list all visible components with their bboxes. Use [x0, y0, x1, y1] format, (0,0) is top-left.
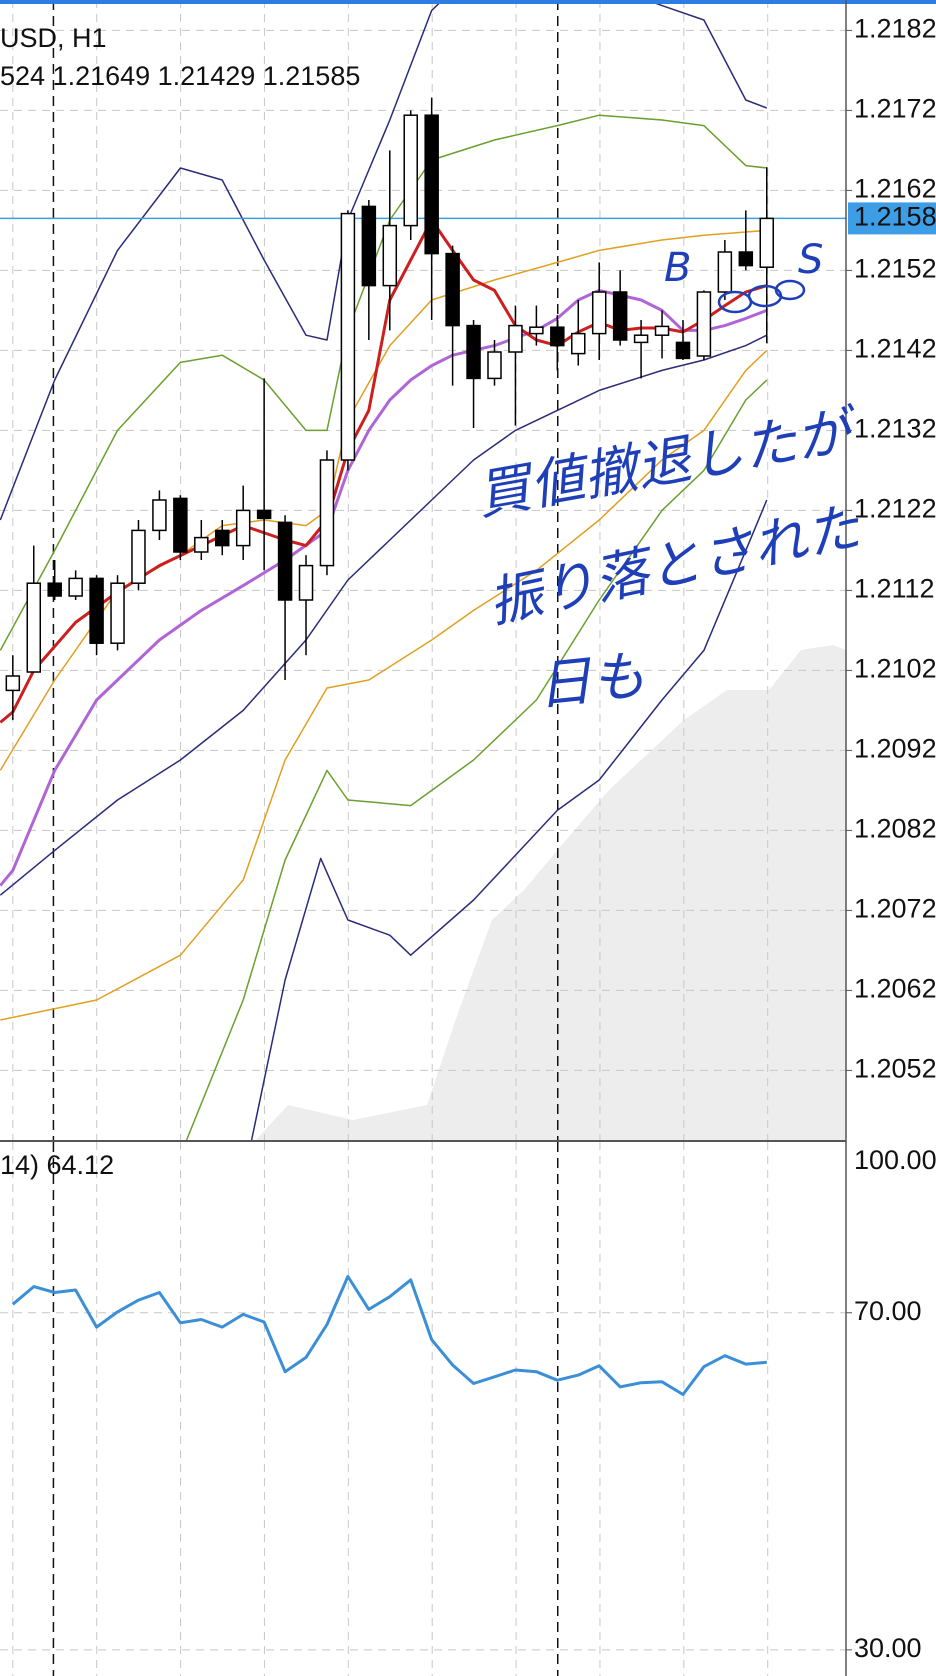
cloud — [256, 645, 846, 1140]
candle-body — [424, 114, 439, 255]
candle-body — [591, 291, 607, 335]
y-tick-label: 1.2072 — [854, 894, 936, 924]
candle-body — [487, 351, 502, 380]
candle-body — [89, 577, 104, 644]
candle-body — [47, 582, 62, 597]
candle-body — [26, 582, 42, 673]
y-tick-label: 1.2102 — [854, 654, 936, 684]
candle-body — [571, 332, 586, 355]
candle-body — [738, 251, 754, 267]
annotation-b: B — [664, 245, 691, 291]
rsi-line — [11, 1275, 767, 1396]
candle-body — [152, 499, 167, 532]
candle-body — [235, 509, 251, 547]
indicator-line — [0, 288, 768, 887]
candle-body — [214, 529, 230, 547]
candle-body — [550, 326, 565, 347]
ohlc: 524 1.21649 1.21429 1.21585 — [0, 61, 360, 91]
y-tick-label: 1.2062 — [854, 974, 936, 1004]
candle-body — [194, 536, 209, 553]
y-tick-label: 1.2162 — [854, 174, 936, 204]
candle-body — [256, 509, 272, 520]
symbol: USD, H1 — [0, 23, 107, 53]
y-tick-label: 1.2082 — [854, 814, 936, 844]
current-price-label: 1.21585 — [854, 202, 936, 232]
y-tick-label: 1.2132 — [854, 414, 936, 444]
candle-body — [654, 325, 670, 336]
candle-body — [529, 326, 544, 335]
candle-body — [717, 251, 733, 293]
indicator-line — [0, 229, 767, 771]
rsi-plot: 14) 64.12 — [0, 1142, 846, 1676]
candle-body — [696, 291, 712, 357]
y-tick-label: 1.2052 — [854, 1054, 936, 1084]
candle-body — [173, 497, 188, 553]
candle-body — [68, 577, 83, 597]
candle-body — [319, 459, 335, 567]
candle-body — [110, 582, 125, 644]
candle-body — [382, 224, 398, 287]
candle-body — [445, 252, 460, 327]
indicator-line — [250, 499, 768, 1140]
y-tick-label: 1.2122 — [854, 494, 936, 524]
indicator-line — [185, 379, 768, 1140]
candle-body — [131, 529, 146, 584]
candle-body — [403, 114, 418, 227]
candle-body — [298, 564, 314, 601]
candle-body — [361, 205, 377, 287]
panel-max-label: 100.00 — [854, 1145, 936, 1175]
price-plot — [0, 4, 846, 1140]
top-bar — [0, 0, 936, 4]
indicator-line — [0, 349, 768, 1021]
y-tick-label: 1.2182 — [854, 14, 936, 44]
indicator-line — [0, 334, 768, 896]
candle-body — [759, 217, 775, 268]
annotations: B S 買値撤退したが 振り落とされた 日も — [472, 237, 867, 717]
annotation-note: 日も — [534, 644, 648, 718]
y-tick-label: 1.2142 — [854, 334, 936, 364]
candle-body — [508, 324, 523, 353]
candle-body — [633, 334, 649, 344]
candle-body — [5, 675, 21, 692]
candle-body — [466, 324, 481, 380]
candle-body — [675, 341, 691, 360]
candle-body — [277, 521, 293, 601]
annotation-circle — [717, 290, 753, 314]
current-price-box — [848, 202, 936, 235]
y-tick-label: 1.2092 — [854, 734, 936, 764]
y-tick-label: 1.2172 — [854, 94, 936, 124]
candle-body — [612, 291, 628, 341]
annotation-s: S — [798, 237, 823, 283]
axes: 1.2182 1.2172 1.2162 1.2152 1.2142 1.2132 1.21… — [846, 14, 936, 1663]
indicator-title: 14) 64.12 — [0, 1150, 114, 1180]
annotation-circle — [774, 279, 806, 301]
y-tick-label: 30.00 — [854, 1633, 922, 1663]
y-tick-label: 1.2112 — [854, 574, 935, 604]
y-tick-label: 70.00 — [854, 1296, 922, 1326]
y-tick-label: 1.2152 — [854, 254, 936, 284]
candle-body — [340, 212, 356, 461]
